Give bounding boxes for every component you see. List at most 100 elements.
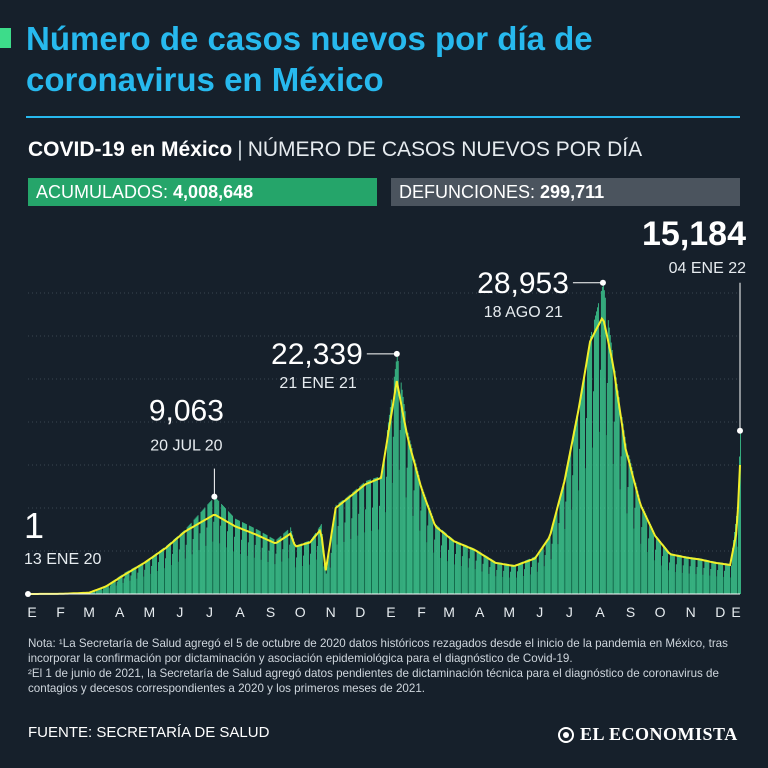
bar: [384, 452, 385, 594]
bar: [660, 540, 661, 594]
acumulados-value: 4,008,648: [173, 182, 254, 202]
bar: [664, 545, 665, 594]
bar: [100, 587, 102, 594]
bar: [523, 576, 524, 594]
bar: [363, 482, 365, 594]
bar: [399, 430, 401, 594]
bar: [445, 532, 446, 594]
bar: [473, 548, 475, 594]
bar: [254, 544, 256, 594]
bar: [333, 518, 335, 594]
bar: [245, 524, 247, 595]
bar: [188, 525, 190, 594]
bar: [651, 526, 653, 594]
bar: [332, 525, 334, 594]
subtitle-strong: COVID-19 en México: [28, 138, 233, 161]
bar: [350, 538, 352, 594]
bar: [480, 552, 482, 594]
bar: [199, 533, 201, 594]
bar: [730, 577, 731, 594]
bar: [170, 542, 171, 594]
bar: [340, 501, 342, 594]
annotation-value: 1: [24, 505, 44, 546]
bar: [642, 506, 644, 594]
source-label: FUENTE: SECRETARÍA DE SALUD: [28, 724, 270, 741]
annotation-point: [737, 427, 743, 434]
bar: [670, 553, 672, 594]
bar: [122, 582, 124, 594]
bar: [607, 320, 609, 594]
bar: [549, 534, 551, 595]
bar: [145, 561, 147, 594]
bar: [184, 558, 186, 594]
bar: [449, 536, 450, 594]
bar: [313, 534, 315, 594]
bar: [504, 563, 506, 594]
bar: [232, 515, 233, 594]
bar: [295, 567, 297, 594]
bar: [111, 581, 113, 594]
bar: [669, 562, 670, 594]
bar: [568, 455, 570, 594]
bar: [643, 509, 645, 594]
bar: [459, 542, 461, 594]
bar: [297, 544, 299, 594]
bar: [258, 530, 260, 594]
bar: [273, 539, 275, 594]
bar: [665, 547, 666, 594]
bar: [210, 500, 212, 594]
bar: [152, 555, 154, 594]
bar: [546, 539, 548, 594]
bar: [328, 552, 330, 594]
bar: [203, 508, 205, 594]
bar: [649, 521, 651, 594]
bar: [601, 286, 603, 594]
bar: [377, 477, 378, 594]
bar: [580, 394, 582, 594]
bar: [236, 519, 237, 594]
bar: [446, 533, 447, 594]
bar: [659, 539, 660, 594]
bar: [738, 510, 739, 594]
bar: [173, 538, 175, 594]
bar: [409, 440, 411, 594]
bar: [247, 542, 249, 594]
bar: [515, 564, 516, 594]
bar: [170, 565, 172, 594]
bar: [441, 545, 442, 594]
bar: [434, 539, 436, 594]
bar: [457, 541, 459, 594]
bar: [644, 511, 646, 594]
bar: [524, 569, 525, 594]
bar: [573, 430, 575, 594]
bar: [181, 532, 183, 594]
bar: [513, 564, 514, 594]
bar: [129, 580, 131, 594]
bar: [478, 551, 480, 594]
bar: [396, 353, 398, 594]
x-tick-label: E: [386, 604, 395, 620]
bar: [225, 508, 227, 594]
bar: [355, 489, 357, 594]
bar: [727, 563, 728, 594]
bar: [656, 536, 657, 594]
bar: [219, 543, 221, 594]
bar: [119, 575, 121, 594]
bar: [385, 476, 387, 594]
bar: [342, 499, 344, 594]
bar: [197, 515, 199, 594]
bar: [378, 529, 379, 594]
bar: [136, 578, 138, 594]
bar: [191, 554, 193, 594]
bar: [414, 459, 416, 595]
bar: [603, 290, 605, 594]
bar: [304, 542, 305, 594]
bar: [112, 580, 114, 594]
bar: [255, 529, 257, 594]
bar: [641, 527, 643, 594]
bar: [362, 483, 364, 594]
bar: [300, 543, 301, 594]
bar: [647, 552, 649, 594]
bar: [155, 553, 156, 594]
bar: [677, 554, 679, 594]
